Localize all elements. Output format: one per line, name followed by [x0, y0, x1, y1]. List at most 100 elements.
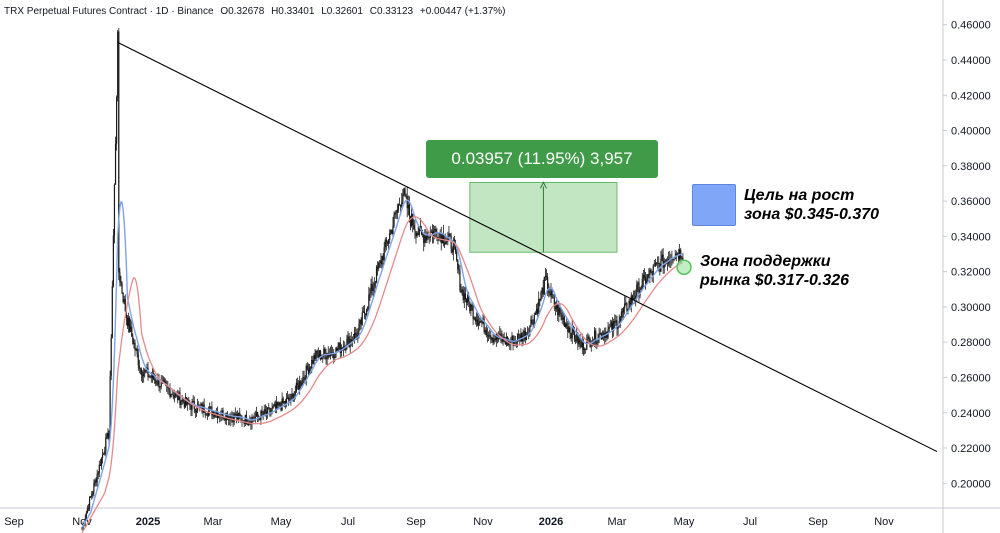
candle-body	[347, 336, 349, 340]
candle-body	[304, 377, 306, 380]
candle-body	[283, 401, 285, 403]
candle-body	[373, 283, 375, 287]
candle-body	[400, 204, 402, 207]
candle-body	[521, 333, 523, 342]
time-tick-label: Sep	[808, 516, 828, 528]
descending-trendline[interactable]	[117, 41, 938, 453]
candle-body	[468, 294, 470, 303]
candle-body	[172, 394, 174, 398]
candle-body	[402, 194, 404, 203]
candle-body	[325, 352, 327, 360]
candle-body	[595, 330, 597, 344]
candle-body	[370, 283, 372, 294]
candle-body	[152, 373, 155, 380]
candle-body	[258, 416, 260, 418]
candle-body	[179, 392, 181, 405]
candle-body	[456, 252, 458, 261]
candle-body	[372, 286, 374, 291]
candle-body	[661, 254, 663, 259]
candle-body	[610, 322, 613, 327]
candle-body	[223, 418, 225, 420]
candle-body	[317, 354, 319, 357]
candle-body	[245, 414, 248, 425]
candle-body	[209, 406, 211, 410]
candle-body	[182, 399, 184, 403]
candle-body	[134, 342, 136, 350]
time-tick-label: 2026	[539, 516, 563, 528]
candle-body	[292, 393, 294, 401]
candle-body	[297, 385, 300, 390]
candle-body	[637, 282, 639, 285]
candle-body	[650, 269, 652, 273]
candle-body	[141, 374, 144, 377]
candle-body	[510, 342, 512, 344]
candle-body	[654, 262, 657, 266]
candle-body	[194, 408, 196, 413]
candle-body	[268, 407, 270, 409]
candle-body	[538, 298, 540, 315]
candle-body	[526, 333, 529, 335]
candle-body	[625, 302, 627, 304]
candle-body	[487, 335, 490, 337]
candle-body	[263, 409, 265, 415]
candle-body	[145, 369, 147, 371]
time-tick-label: Nov	[874, 516, 894, 528]
candle-body	[157, 379, 159, 385]
candle-body	[288, 397, 290, 401]
candle-body	[174, 393, 177, 397]
candle-body	[562, 317, 564, 320]
candle-body	[106, 433, 108, 438]
candle-body	[353, 332, 356, 341]
candle-body	[474, 317, 476, 322]
candle-body	[308, 367, 311, 374]
candle-body	[217, 414, 220, 418]
candle-body	[635, 295, 637, 299]
candle-body	[282, 398, 284, 403]
candle-body	[269, 408, 271, 414]
candle-body	[647, 274, 649, 282]
candle-body	[560, 312, 562, 315]
candle-body	[532, 322, 534, 325]
candle-body	[652, 265, 654, 276]
price-tick-label: 0.20000	[951, 478, 991, 490]
candle-body	[461, 289, 463, 293]
price-tick-label: 0.28000	[951, 337, 991, 349]
candle-body	[428, 237, 430, 238]
candle-body	[103, 453, 105, 455]
candle-body	[239, 412, 241, 416]
candle-body	[393, 214, 395, 226]
candle-body	[629, 300, 631, 305]
candle-body	[564, 323, 567, 327]
candle-body	[525, 334, 528, 341]
candle-body	[203, 404, 205, 413]
candle-body	[618, 320, 620, 326]
candle-body	[177, 393, 179, 401]
candle-body	[513, 339, 515, 346]
candle-body	[144, 369, 146, 373]
candle-body	[412, 213, 414, 226]
separator-dot: ·	[149, 6, 156, 17]
candle-body	[653, 265, 655, 267]
candle-body	[131, 326, 133, 337]
candle-body	[520, 333, 522, 342]
candle-body	[122, 293, 124, 303]
candle-body	[519, 334, 521, 342]
candle-body	[256, 412, 259, 417]
candle-body	[638, 282, 640, 296]
candle-body	[636, 284, 638, 296]
price-tick-label: 0.44000	[951, 55, 991, 67]
candle-body	[489, 335, 491, 337]
candle-body	[613, 321, 615, 331]
candle-body	[321, 356, 323, 360]
candle-body	[173, 396, 176, 398]
candle-body	[387, 240, 390, 244]
candle-body	[417, 232, 419, 236]
candle-body	[234, 413, 236, 418]
candle-body	[210, 406, 212, 408]
candle-body	[224, 418, 226, 421]
candle-body	[303, 377, 305, 378]
candle-body	[226, 413, 229, 420]
candle-body	[169, 389, 171, 398]
candle-body	[233, 413, 235, 423]
